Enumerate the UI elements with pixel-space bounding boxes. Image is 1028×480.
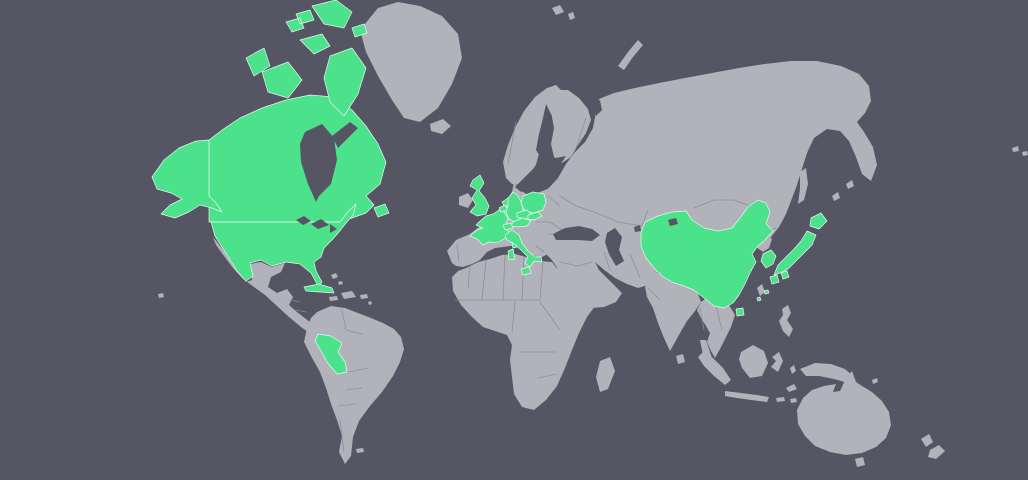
landmass-iceland [430,119,451,134]
country-canada-arctic-islands[interactable] [245,0,368,117]
country-south-korea[interactable] [760,249,777,269]
country-usa-alaska[interactable] [151,139,223,219]
country-china-hainan[interactable] [735,307,745,317]
gulf-of-bothnia [536,104,552,158]
country-united-kingdom[interactable] [469,174,490,217]
landmass-java [725,391,769,402]
country-japan-shikoku[interactable] [780,270,790,280]
landmass-bahamas [331,273,343,285]
landmass-lesser-antilles [368,301,372,305]
landmass-sumatra [698,352,731,385]
lake-balkhash [668,218,678,226]
middle-east-borders [559,251,641,279]
landmass-lesser-sunda [776,397,797,403]
hudson-bay [300,124,337,202]
landmass-taiwan [757,284,765,296]
landmass-hispaniola [341,291,356,299]
landmass-middle-east-arabia [546,235,660,308]
aral-sea [634,225,641,232]
white-sea [594,100,602,116]
landmass-kuril-islands [832,180,854,201]
country-japan-ryukyu[interactable] [756,289,770,302]
gulf-of-finland [546,156,566,166]
landmass-solomons [872,378,878,384]
south-america-borders [337,309,369,453]
europe-borders [456,117,587,263]
country-italy-sicily[interactable] [520,266,532,276]
country-japan-honshu[interactable] [773,230,817,276]
landmass-indochina [697,295,735,358]
russia-asia-borders [559,195,777,233]
country-japan-kyushu[interactable] [769,274,780,285]
country-switzerland[interactable] [502,222,514,231]
great-lakes [296,216,337,233]
landmass-ireland [459,193,473,208]
landmass-madagascar [596,357,615,392]
landmass-philippines [779,305,793,337]
country-poland[interactable] [520,191,547,214]
country-china[interactable] [640,199,774,309]
landmass-jamaica [329,296,338,301]
landmass-puerto-rico [360,294,368,299]
landmass-layer [158,2,1028,467]
landmass-aleutian-islands [1012,146,1028,156]
landmass-india [645,269,701,351]
country-slovakia[interactable] [527,211,543,221]
africa-borders [454,254,561,379]
landmass-svalbard [552,5,575,20]
baltic-sea [515,158,546,192]
landmass-falklands [356,448,364,453]
inland-water-layer [296,100,678,266]
landmass-novaya-zemlya [618,40,643,70]
country-japan-hokkaido[interactable] [809,212,828,230]
landmass-timor [786,384,797,392]
landmass-tasmania [855,457,865,467]
landmass-sulawesi [771,352,783,372]
country-italy[interactable] [504,229,543,268]
country-france[interactable] [469,209,510,246]
landmass-australia [797,371,891,455]
landmass-new-zealand [921,434,945,459]
landmass-new-guinea [800,363,854,383]
landmass-hawaii [158,293,164,298]
country-canada-mainland[interactable] [208,94,387,223]
landmass-finland [551,90,591,163]
landmass-mexico-central-america [213,237,321,335]
landmass-sri-lanka [676,354,685,364]
country-canada-newfoundland[interactable] [373,203,390,218]
landmass-sakhalin [798,168,808,204]
landmass-moluccas [790,365,796,374]
country-peru[interactable] [314,333,348,375]
landmass-greenland [360,2,462,122]
south-asia-borders [647,287,723,331]
country-cuba[interactable] [303,283,335,294]
country-borders-layer [289,117,777,453]
landmass-russia-siberia [547,61,877,261]
landmass-borneo [739,345,768,378]
central-america-borders [289,299,307,313]
caspian-sea [605,228,624,266]
black-sea [553,226,600,241]
hudson-strait [332,122,358,148]
country-italy-sardinia[interactable] [507,248,516,261]
